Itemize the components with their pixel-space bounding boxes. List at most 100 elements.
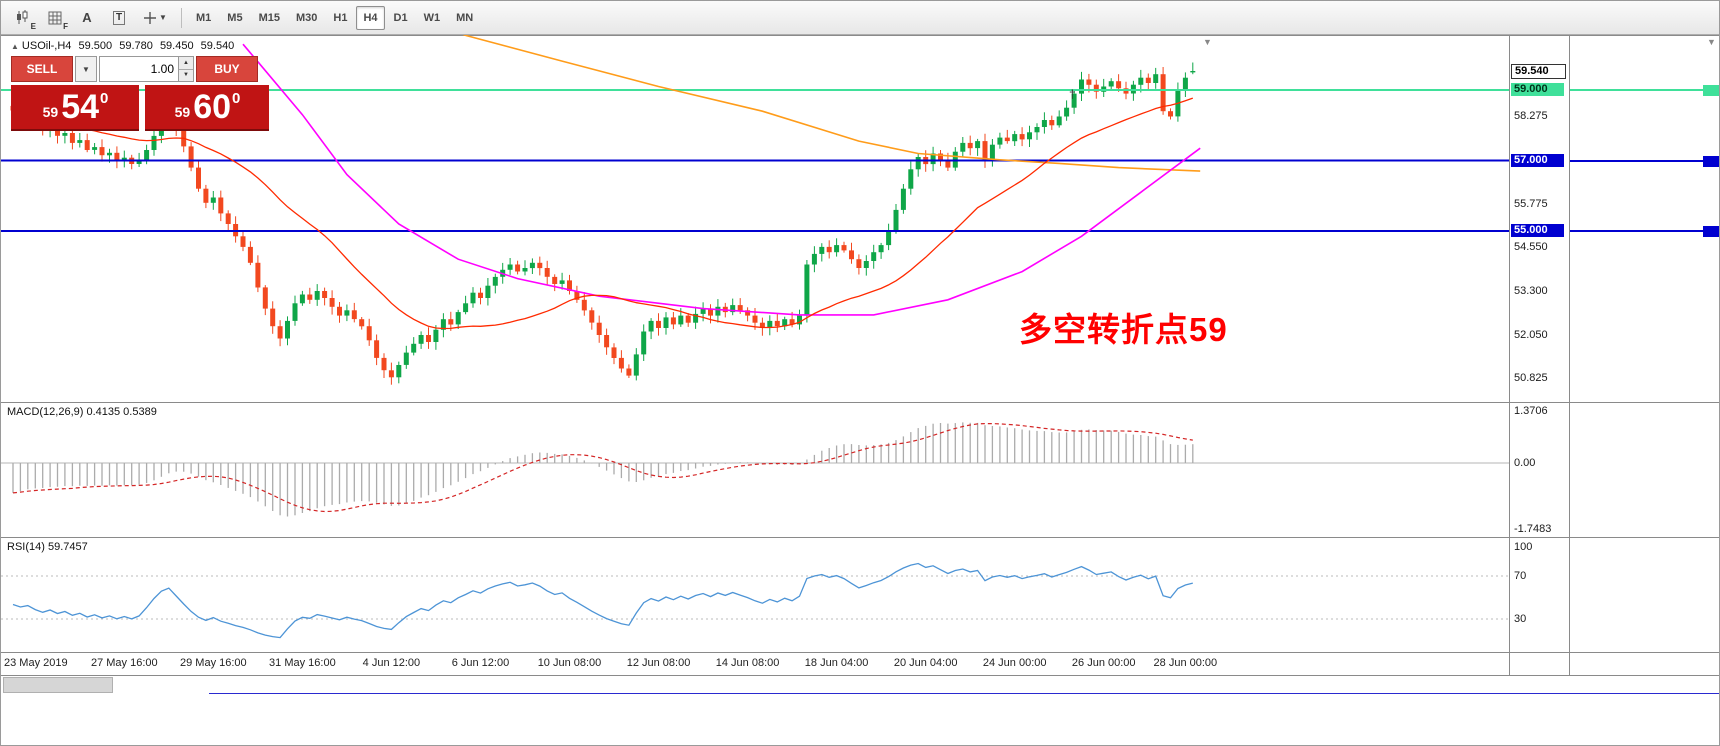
window-bottom-border <box>1 675 1719 676</box>
candle <box>455 309 461 329</box>
drawing-tools-button[interactable]: ▼ <box>136 5 174 31</box>
rsi-scale-30: 30 <box>1514 613 1527 625</box>
candle <box>915 153 921 177</box>
timeframe-button-w1[interactable]: W1 <box>423 11 441 24</box>
volume-increase-button[interactable]: ▲ <box>179 57 193 70</box>
sliver-price-tag <box>1703 226 1719 237</box>
macd-separator[interactable] <box>1 402 1719 403</box>
candle <box>92 143 98 155</box>
rsi-scale-70: 70 <box>1514 570 1527 582</box>
candle <box>188 142 194 172</box>
timeframe-button-m1[interactable]: M1 <box>196 11 212 24</box>
timeframe-button-m5[interactable]: M5 <box>227 11 243 24</box>
candle <box>1064 100 1070 121</box>
candle <box>1182 72 1188 97</box>
macd-label: MACD(12,26,9) 0.4135 0.5389 <box>7 406 157 418</box>
buy-button[interactable]: BUY <box>196 56 258 82</box>
volume-decrease-button[interactable]: ▼ <box>179 69 193 81</box>
candle <box>1027 125 1032 147</box>
time-axis-label: 26 Jun 00:00 <box>1071 657 1136 669</box>
candle <box>359 317 365 330</box>
candle <box>641 324 647 361</box>
candle <box>975 138 981 156</box>
price-chart-canvas[interactable] <box>1 35 1509 402</box>
pane-divider[interactable] <box>1569 35 1570 675</box>
candle <box>648 318 654 340</box>
price-axis-border <box>1509 35 1510 675</box>
ask-big: 60 <box>193 88 232 126</box>
candle <box>151 130 157 156</box>
candle <box>418 331 424 349</box>
candle <box>700 302 706 322</box>
rsi-separator[interactable] <box>1 537 1719 538</box>
volume-input[interactable] <box>99 56 179 82</box>
chart-object-marker[interactable]: † <box>1069 87 1076 101</box>
sell-price-button[interactable]: 59 54 0 <box>11 85 139 131</box>
candle <box>433 325 439 350</box>
volume-preset-dropdown[interactable]: ▼ <box>75 56 97 82</box>
candle <box>826 240 832 259</box>
candle <box>967 135 973 156</box>
candle <box>247 241 253 266</box>
timeframe-button-d1[interactable]: D1 <box>393 11 408 24</box>
time-axis-label: 23 May 2019 <box>4 657 68 669</box>
candle <box>218 190 224 222</box>
timeframe-button-m30[interactable]: M30 <box>295 11 318 24</box>
candle <box>77 133 83 148</box>
pane-scroll-icon[interactable]: ▼ <box>1707 37 1716 47</box>
candle <box>1108 78 1114 90</box>
candle <box>210 191 216 210</box>
timeframe-button-h1[interactable]: H1 <box>333 11 348 24</box>
tool-sub-label: E <box>30 21 36 31</box>
timeframe-button-h4[interactable]: H4 <box>356 5 385 30</box>
buy-price-button[interactable]: 59 60 0 <box>145 85 269 131</box>
time-axis-label: 27 May 16:00 <box>90 657 158 669</box>
timeframe-button-mn[interactable]: MN <box>456 11 474 24</box>
time-axis-label: 10 Jun 08:00 <box>537 657 602 669</box>
time-axis-label: 31 May 16:00 <box>269 657 336 669</box>
candle <box>715 299 721 323</box>
candle <box>262 285 268 316</box>
sell-button[interactable]: SELL <box>11 56 73 82</box>
sliver-hline <box>1570 230 1703 232</box>
autoscroll-icon[interactable]: ▼ <box>1203 37 1212 47</box>
horizontal-scrollbar-thumb[interactable] <box>3 677 113 693</box>
candle <box>1071 91 1077 114</box>
candle <box>403 345 409 369</box>
time-axis[interactable]: 23 May 2019 27 May 16:00 29 May 16:00 31 Ma… <box>1 653 1509 675</box>
grid-tool-button[interactable]: F <box>40 5 70 31</box>
candle <box>299 290 305 306</box>
panel-toggle-icon[interactable]: ▲ <box>11 42 19 51</box>
candle <box>277 320 283 347</box>
low-value: 59.450 <box>159 40 194 52</box>
sliver-hline <box>1570 160 1703 162</box>
time-axis-label: 28 Jun 00:00 <box>1153 657 1218 669</box>
candle <box>1034 123 1040 140</box>
sliver-price-tag <box>1703 156 1719 167</box>
candle <box>84 133 90 153</box>
volume-spinner: ▲ ▼ <box>179 56 194 82</box>
rsi-line <box>12 562 1193 639</box>
rsi-canvas[interactable] <box>1 538 1509 652</box>
candle <box>759 317 765 336</box>
candle <box>893 204 899 234</box>
candle <box>1079 71 1084 101</box>
candle <box>1168 108 1173 120</box>
label-tool-button[interactable]: T <box>104 5 134 31</box>
macd-canvas[interactable] <box>1 403 1509 537</box>
candle <box>529 258 535 274</box>
candle <box>618 350 624 373</box>
text-tool-button[interactable]: A <box>72 5 102 31</box>
candle <box>782 316 788 330</box>
candle <box>989 139 995 167</box>
candle <box>114 146 120 169</box>
axis-grid-label: 58.275 <box>1514 109 1548 122</box>
candle <box>938 150 943 167</box>
price-axis[interactable]: 1.3706 0.00 -1.7483 100 70 30 59.540 59.0… <box>1510 1 1569 745</box>
candle <box>871 244 877 269</box>
timeframe-button-m15[interactable]: M15 <box>258 11 280 24</box>
text-a-icon: A <box>82 10 92 25</box>
candle <box>374 334 380 366</box>
candle <box>515 260 521 275</box>
candlestick-tool-button[interactable]: E <box>8 5 38 31</box>
